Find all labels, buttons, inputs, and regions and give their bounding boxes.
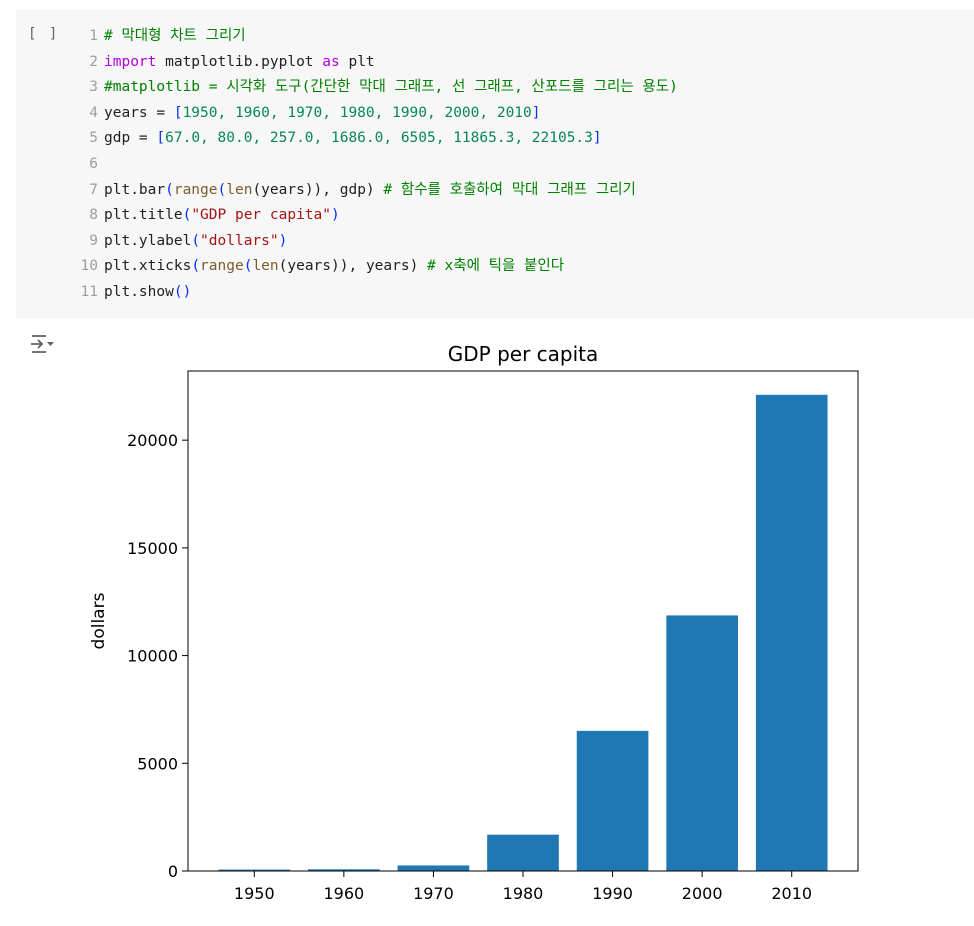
x-tick-label: 1970 xyxy=(413,884,454,903)
y-axis-label: dollars xyxy=(89,592,109,649)
code-token: (years)), gdp) xyxy=(252,181,384,198)
code-token: ] xyxy=(531,104,541,121)
y-tick-label: 0 xyxy=(168,862,178,881)
line-number: 2 xyxy=(89,53,98,70)
code-token: # 함수를 호출하여 막대 그래프 그리기 xyxy=(383,181,636,198)
code-token: ( xyxy=(191,232,201,249)
line-number: 1 xyxy=(89,28,98,44)
code-token: ( xyxy=(191,258,201,275)
code-token: 1950, 1960, 1970, 1980, 1990, 2000, 2010 xyxy=(182,104,532,121)
code-token: plt.xticks xyxy=(104,258,192,275)
x-tick-label: 1950 xyxy=(234,884,275,903)
code-token: as xyxy=(322,53,340,70)
line-number: 9 xyxy=(89,232,98,249)
code-token: plt xyxy=(339,53,375,70)
code-token: plt.show xyxy=(104,283,174,300)
code-line: 11 plt.show() xyxy=(78,280,678,306)
code-token: range xyxy=(200,258,244,275)
code-token: plt.bar xyxy=(104,181,166,198)
code-line: 1 # 막대형 차트 그리기 xyxy=(78,24,678,50)
code-line: 7 plt.bar(range(len (years)), gdp) # 함수를 호… xyxy=(78,178,678,204)
code-token: # 막대형 차트 그리기 xyxy=(104,28,246,44)
x-tick-label: 1980 xyxy=(503,884,544,903)
chart-title: GDP per capita xyxy=(448,342,599,366)
line-number: 10 xyxy=(80,258,98,275)
code-token: plt.title xyxy=(104,207,183,224)
code-line: 5 gdp = [67.0, 80.0, 257.0, 1686.0, 6505,… xyxy=(78,126,678,152)
code-token: ) xyxy=(278,232,288,249)
y-tick-label: 10000 xyxy=(127,647,178,666)
code-line: 10 plt.xticks(range(len (years)), years) #… xyxy=(78,254,678,280)
code-cell[interactable] xyxy=(16,10,974,318)
code-token: ] xyxy=(592,130,602,147)
bar-1980 xyxy=(487,834,559,871)
bar-1960 xyxy=(308,869,380,871)
output-toggle-icon[interactable] xyxy=(30,333,56,355)
bar-1970 xyxy=(397,865,470,871)
y-tick-label: 15000 xyxy=(127,539,178,558)
code-token: # x축에 틱을 붙인다 xyxy=(427,258,565,275)
code-line: 2 import matplotlib.pyplot as plt xyxy=(78,50,678,76)
x-tick-label: 2010 xyxy=(771,884,812,903)
plot-frame xyxy=(187,370,859,872)
code-token: (years)), years) xyxy=(278,258,428,275)
y-tick-label: 20000 xyxy=(127,431,178,450)
y-tick-label: 5000 xyxy=(137,754,178,773)
code-line: 4 years = [1950, 1960, 1970, 1980, 1990, … xyxy=(78,101,678,127)
bar-2010 xyxy=(755,394,828,871)
bar-2000 xyxy=(666,615,738,871)
code-token: #matplotlib = 시각화 도구(간단한 막대 그래프, 선 그래프, … xyxy=(104,79,678,96)
code-token: 67.0, 80.0, 257.0, 1686.0, 6505, 11865.3… xyxy=(165,130,593,147)
code-token: "GDP per capita" xyxy=(191,207,331,224)
code-line: 6 xyxy=(78,152,678,178)
code-token: "dollars" xyxy=(200,232,279,249)
x-tick-label: 1960 xyxy=(323,884,364,903)
line-number: 11 xyxy=(80,283,98,300)
code-line: 8 plt.title("GDP per capita") xyxy=(78,203,678,229)
code-token: import xyxy=(104,53,157,70)
code-line: 9 plt.ylabel("dollars") xyxy=(78,229,678,255)
code-token: range xyxy=(173,181,218,198)
code-token: ( xyxy=(182,207,192,224)
code-token: len xyxy=(226,181,253,198)
bar-1990 xyxy=(576,730,649,871)
code-token: [ xyxy=(156,130,166,147)
code-token: ( xyxy=(243,258,253,275)
code-token: matplotlib.pyplot xyxy=(156,53,323,70)
x-tick-label: 2000 xyxy=(682,884,723,903)
code-line: 3 #matplotlib = 시각화 도구(간단한 막대 그래프, 선 그래프,… xyxy=(78,75,678,101)
line-number: 4 xyxy=(89,104,98,121)
line-number: 3 xyxy=(89,79,98,96)
code-token: ) xyxy=(331,207,340,224)
line-number: 7 xyxy=(89,181,98,198)
line-number: 5 xyxy=(89,130,98,147)
x-tick-label: 1990 xyxy=(592,884,633,903)
bar-1950 xyxy=(218,869,291,871)
code-token: gdp = xyxy=(104,130,157,147)
run-cell-button[interactable]: [ ] xyxy=(28,26,60,42)
code-editor[interactable]: 1 # 막대형 차트 그리기 2 import matplotlib.pyplot a… xyxy=(78,24,678,306)
line-number: 8 xyxy=(89,207,98,224)
code-token: len xyxy=(252,258,279,275)
code-token: () xyxy=(173,283,192,300)
code-token: [ xyxy=(173,104,183,121)
code-token: ( xyxy=(217,181,227,198)
code-token: ( xyxy=(165,181,174,198)
code-token: plt.ylabel xyxy=(104,232,192,249)
code-token: years = xyxy=(104,104,174,121)
line-number: 6 xyxy=(89,155,98,172)
